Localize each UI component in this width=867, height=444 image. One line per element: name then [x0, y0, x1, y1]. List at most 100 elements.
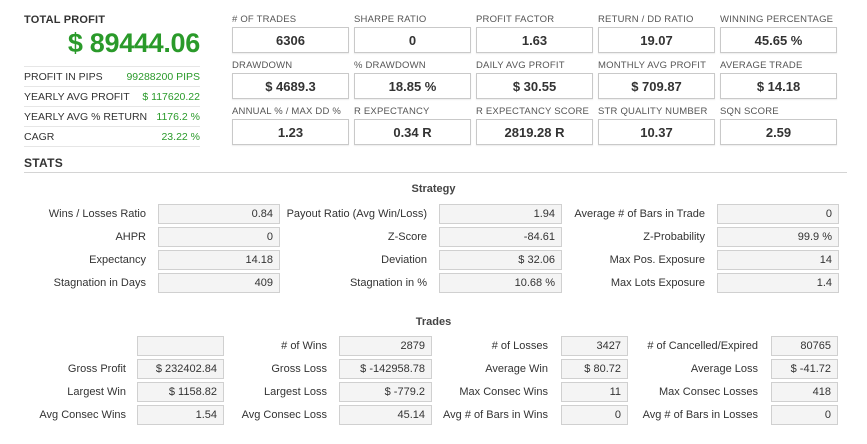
strategy-value: 409 — [158, 273, 280, 293]
metric-label: AVERAGE TRADE — [720, 60, 803, 71]
strategy-label: Z-Score — [387, 231, 427, 243]
strategy-value: 1.4 — [717, 273, 839, 293]
metric-annual-max-dd: ANNUAL % / MAX DD % 1.23 — [232, 106, 349, 145]
strategy-value: -84.61 — [439, 227, 562, 247]
trades-value: $ -41.72 — [771, 359, 838, 379]
metric-value: 45.65 % — [720, 27, 837, 53]
metric-r-expectancy-score: R EXPECTANCY SCORE 2819.28 R — [476, 106, 593, 145]
strategy-value: $ 32.06 — [439, 250, 562, 270]
metric-value: 10.37 — [598, 119, 715, 145]
summary-row-yearly-avg-return: YEARLY AVG % RETURN 1176.2 % — [24, 107, 200, 127]
trades-value: 418 — [771, 382, 838, 402]
strategy-value: 0 — [158, 227, 280, 247]
metric-profit-factor: PROFIT FACTOR 1.63 — [476, 14, 593, 53]
strategy-label: Stagnation in Days — [53, 277, 146, 289]
metric-sqn-score: SQN SCORE 2.59 — [720, 106, 837, 145]
summary-row-value: 23.22 % — [161, 130, 200, 143]
metric-label: STR QUALITY NUMBER — [598, 106, 708, 117]
trades-value: 45.14 — [339, 405, 432, 425]
strategy-value: 99.9 % — [717, 227, 839, 247]
metric-value: 0 — [354, 27, 471, 53]
trades-label: Avg # of Bars in Wins — [443, 409, 548, 421]
trades-label: # of Wins — [281, 340, 327, 352]
metric-return-dd-ratio: RETURN / DD RATIO 19.07 — [598, 14, 715, 53]
trades-value: $ 80.72 — [561, 359, 628, 379]
strategy-label: Stagnation in % — [349, 277, 427, 289]
metric-value: 6306 — [232, 27, 349, 53]
metric-value: $ 4689.3 — [232, 73, 349, 99]
metric-winning-percentage: WINNING PERCENTAGE 45.65 % — [720, 14, 837, 53]
metric-label: PROFIT FACTOR — [476, 14, 555, 25]
strategy-label: Max Pos. Exposure — [609, 254, 705, 266]
trades-label: Max Consec Losses — [658, 386, 758, 398]
trades-section-title: Trades — [415, 316, 452, 328]
metric-number-of-trades: # OF TRADES 6306 — [232, 14, 349, 53]
stats-divider — [24, 172, 847, 173]
summary-row-label: PROFIT IN PIPS — [24, 70, 103, 83]
metric-value: 2.59 — [720, 119, 837, 145]
strategy-label: Payout Ratio (Avg Win/Loss) — [286, 208, 427, 220]
strategy-label: AHPR — [115, 231, 146, 243]
metric-value: 0.34 R — [354, 119, 471, 145]
summary-row-value: 99288200 PIPS — [126, 70, 200, 83]
trades-value: 11 — [561, 382, 628, 402]
metric-daily-avg-profit: DAILY AVG PROFIT $ 30.55 — [476, 60, 593, 99]
summary-row-label: YEARLY AVG PROFIT — [24, 90, 130, 103]
trades-label: Average Win — [485, 363, 548, 375]
trades-label: Average Loss — [690, 363, 758, 375]
trades-value: $ -779.2 — [339, 382, 432, 402]
metric-label: DRAWDOWN — [232, 60, 293, 71]
trades-label: Largest Loss — [264, 386, 327, 398]
metric-label: RETURN / DD RATIO — [598, 14, 694, 25]
metric-percent-drawdown: % DRAWDOWN 18.85 % — [354, 60, 471, 99]
trades-label: Gross Loss — [271, 363, 327, 375]
trades-value: 0 — [771, 405, 838, 425]
strategy-value: 14.18 — [158, 250, 280, 270]
trades-value: 80765 — [771, 336, 838, 356]
total-profit-label: TOTAL PROFIT — [24, 14, 106, 26]
metric-label: % DRAWDOWN — [354, 60, 426, 71]
metric-label: DAILY AVG PROFIT — [476, 60, 565, 71]
trades-value — [137, 336, 224, 356]
metric-value: 1.63 — [476, 27, 593, 53]
metric-label: SHARPE RATIO — [354, 14, 427, 25]
summary-row-label: CAGR — [24, 130, 55, 143]
trades-label: Largest Win — [67, 386, 126, 398]
metric-value: 19.07 — [598, 27, 715, 53]
trades-value: 2879 — [339, 336, 432, 356]
metric-drawdown: DRAWDOWN $ 4689.3 — [232, 60, 349, 99]
total-profit-value: $ 89444.06 — [67, 28, 200, 58]
metric-monthly-avg-profit: MONTHLY AVG PROFIT $ 709.87 — [598, 60, 715, 99]
metric-average-trade: AVERAGE TRADE $ 14.18 — [720, 60, 837, 99]
stats-heading: STATS — [24, 156, 64, 170]
summary-row-label: YEARLY AVG % RETURN — [24, 110, 148, 123]
metric-label: R EXPECTANCY SCORE — [476, 106, 590, 117]
metric-label: R EXPECTANCY — [354, 106, 430, 117]
strategy-value: 1.94 — [439, 204, 562, 224]
trades-label: Avg # of Bars in Losses — [642, 409, 758, 421]
metric-value: 18.85 % — [354, 73, 471, 99]
trades-value: 3427 — [561, 336, 628, 356]
trades-value: 0 — [561, 405, 628, 425]
summary-rows: PROFIT IN PIPS 99288200 PIPS YEARLY AVG … — [24, 66, 200, 147]
strategy-label: Z-Probability — [643, 231, 705, 243]
strategy-label: Deviation — [381, 254, 427, 266]
metric-value: $ 709.87 — [598, 73, 715, 99]
trades-label: # of Losses — [491, 340, 548, 352]
metric-value: 1.23 — [232, 119, 349, 145]
trades-label: Gross Profit — [67, 363, 126, 375]
summary-row-value: 1176.2 % — [156, 110, 200, 123]
strategy-value: 14 — [717, 250, 839, 270]
strategy-value: 0 — [717, 204, 839, 224]
strategy-value: 0.84 — [158, 204, 280, 224]
strategy-label: Expectancy — [89, 254, 146, 266]
trades-value: $ 232402.84 — [137, 359, 224, 379]
summary-row-value: $ 117620.22 — [142, 90, 200, 103]
metric-r-expectancy: R EXPECTANCY 0.34 R — [354, 106, 471, 145]
metric-value: 2819.28 R — [476, 119, 593, 145]
metric-sharpe-ratio: SHARPE RATIO 0 — [354, 14, 471, 53]
strategy-section-title: Strategy — [411, 183, 456, 195]
metric-label: MONTHLY AVG PROFIT — [598, 60, 707, 71]
trades-value: $ -142958.78 — [339, 359, 432, 379]
total-profit-panel: TOTAL PROFIT $ 89444.06 PROFIT IN PIPS 9… — [24, 14, 200, 147]
